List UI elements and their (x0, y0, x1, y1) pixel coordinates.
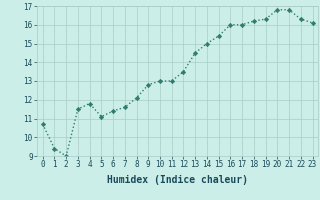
X-axis label: Humidex (Indice chaleur): Humidex (Indice chaleur) (107, 175, 248, 185)
